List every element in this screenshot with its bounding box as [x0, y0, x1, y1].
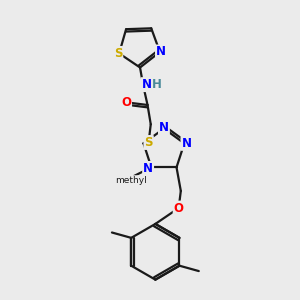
Text: N: N	[182, 137, 191, 150]
Text: O: O	[174, 202, 184, 214]
Text: methyl: methyl	[115, 176, 147, 185]
Text: S: S	[114, 47, 122, 60]
Text: N: N	[143, 162, 153, 175]
Text: N: N	[142, 78, 152, 91]
Text: H: H	[152, 78, 162, 91]
Text: S: S	[144, 136, 153, 149]
Text: N: N	[156, 46, 166, 59]
Text: O: O	[121, 96, 131, 109]
Text: N: N	[159, 121, 169, 134]
